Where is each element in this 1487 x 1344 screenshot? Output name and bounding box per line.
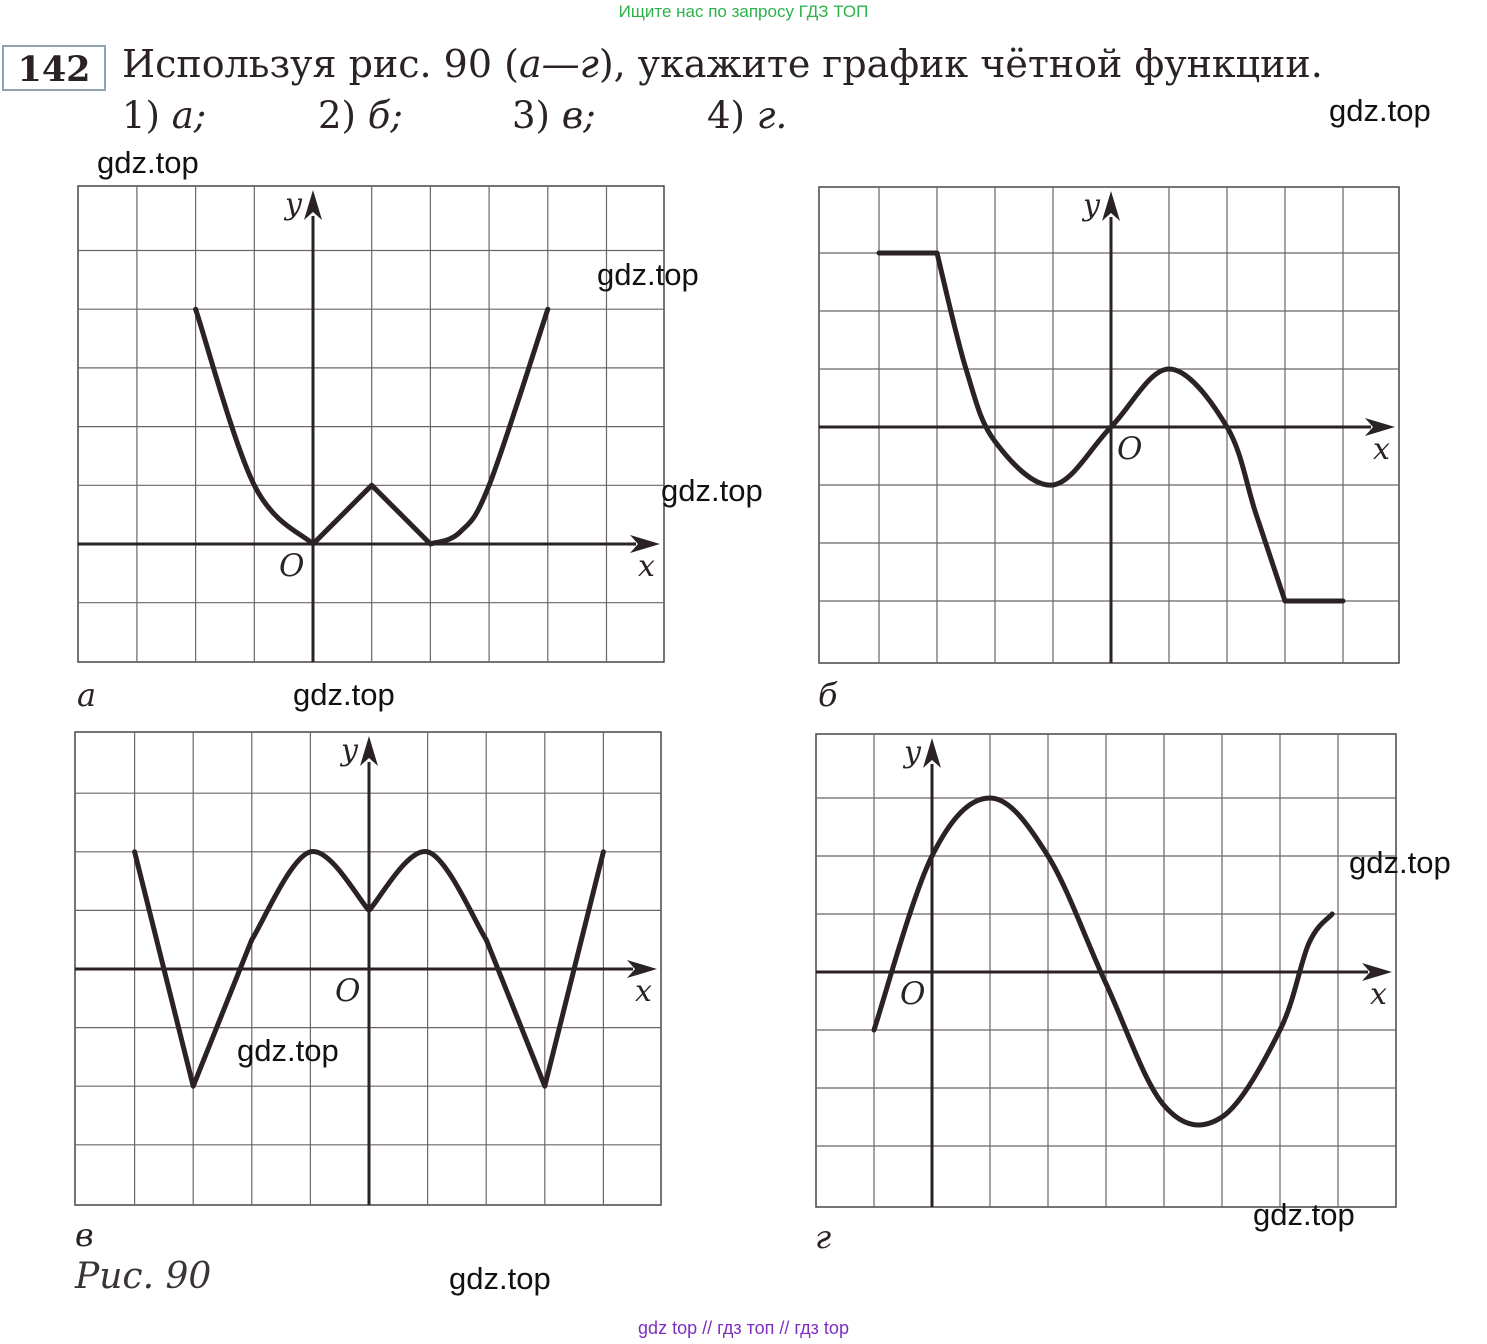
x-axis-arrow bbox=[1365, 418, 1395, 436]
panel-label-a: а bbox=[77, 676, 97, 714]
y-axis-arrow bbox=[923, 738, 941, 768]
panel-label-g: г bbox=[815, 1218, 832, 1256]
y-axis-arrow bbox=[1102, 191, 1120, 221]
origin-label: O bbox=[900, 976, 925, 1012]
x-axis-label: x bbox=[638, 549, 655, 584]
y-axis-label: y bbox=[283, 187, 303, 222]
question-range: а—г bbox=[518, 42, 599, 86]
origin-label: O bbox=[1117, 431, 1142, 467]
y-axis-label: y bbox=[339, 733, 359, 768]
function-curve bbox=[132, 849, 606, 1089]
x-axis-label: x bbox=[635, 974, 652, 1009]
question-text-after: ), укажите график чётной функции. bbox=[598, 42, 1323, 86]
graph-g: x y O bbox=[815, 733, 1397, 1208]
top-banner[interactable]: Ищите нас по запросу ГДЗ ТОП bbox=[618, 2, 869, 21]
answer-option-3[interactable]: 3) в; bbox=[512, 94, 596, 137]
answer-option-4[interactable]: 4) г. bbox=[707, 94, 788, 137]
watermark: gdz.top bbox=[1349, 845, 1451, 880]
function-curve bbox=[876, 250, 1346, 604]
origin-label: O bbox=[279, 548, 304, 584]
watermark: gdz.top bbox=[1329, 93, 1431, 128]
watermark: gdz.top bbox=[97, 145, 199, 180]
x-axis-arrow bbox=[630, 535, 660, 553]
watermark: gdz.top bbox=[237, 1033, 339, 1068]
watermark: gdz.top bbox=[449, 1261, 551, 1296]
graph-v: x y O bbox=[74, 731, 662, 1206]
function-curve bbox=[193, 306, 551, 547]
origin-label: O bbox=[335, 973, 360, 1009]
graph-b: x y O bbox=[818, 186, 1400, 664]
grid-border bbox=[818, 186, 1400, 664]
y-axis-arrow bbox=[304, 190, 322, 220]
bottom-banner[interactable]: gdz top // гдз топ // гдз top bbox=[638, 1318, 849, 1338]
answer-option-2[interactable]: 2) б; bbox=[318, 94, 403, 137]
panel-label-v: в bbox=[75, 1216, 94, 1254]
watermark: gdz.top bbox=[1253, 1197, 1355, 1232]
watermark: gdz.top bbox=[293, 677, 395, 712]
watermark: gdz.top bbox=[597, 257, 699, 292]
watermark: gdz.top bbox=[661, 473, 763, 508]
grid-border bbox=[77, 185, 665, 663]
function-curve bbox=[871, 795, 1335, 1128]
problem-question: Используя рис. 90 (а—г), укажите график … bbox=[122, 42, 1323, 86]
y-axis-label: y bbox=[902, 735, 922, 770]
figure-caption: Рис. 90 bbox=[75, 1256, 212, 1297]
x-axis-label: x bbox=[1370, 977, 1387, 1012]
panel-label-b: б bbox=[818, 676, 838, 714]
question-text-before: Используя рис. 90 ( bbox=[122, 42, 519, 86]
y-axis-arrow bbox=[360, 736, 378, 766]
problem-number: 142 bbox=[2, 45, 106, 91]
x-axis-arrow bbox=[1362, 963, 1392, 981]
y-axis-label: y bbox=[1081, 188, 1101, 223]
answer-option-1[interactable]: 1) а; bbox=[122, 94, 207, 137]
x-axis-arrow bbox=[627, 960, 657, 978]
x-axis-label: x bbox=[1373, 432, 1390, 467]
graph-a: x y O bbox=[77, 185, 665, 663]
